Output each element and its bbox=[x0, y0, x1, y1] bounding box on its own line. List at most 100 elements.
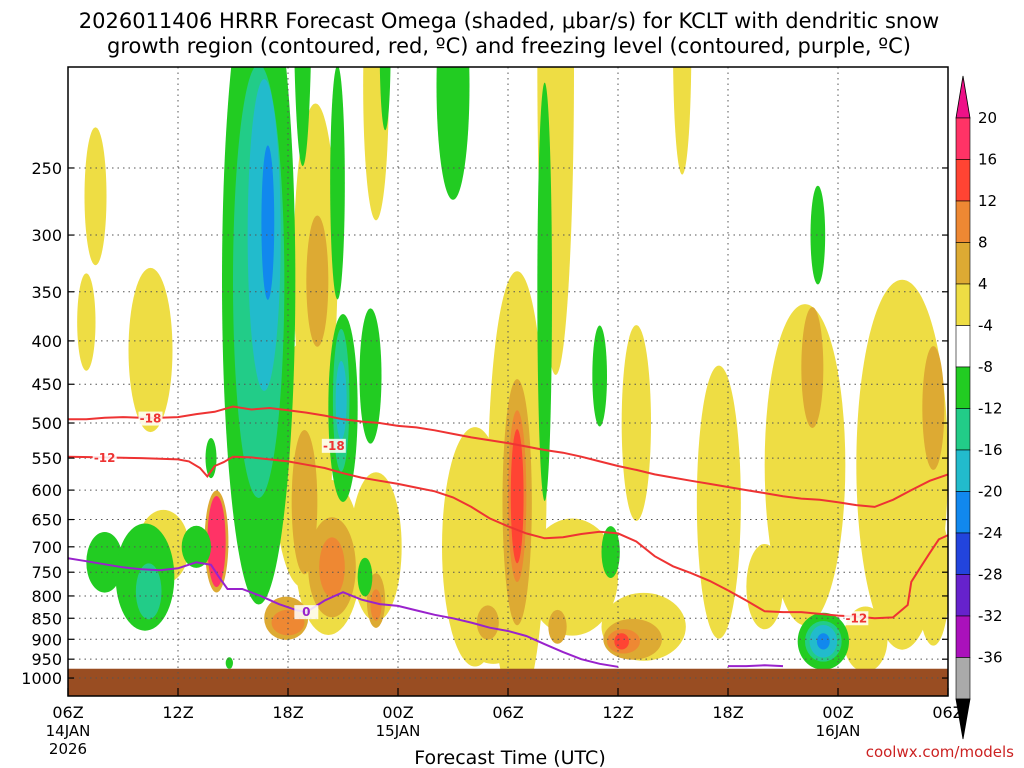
omega-region-32 bbox=[801, 307, 824, 428]
x-tick-label-24: 06Z bbox=[492, 703, 523, 722]
y-tick-label-450: 450 bbox=[31, 375, 62, 394]
colorbar-bin-0 bbox=[955, 117, 971, 160]
omega-region-61 bbox=[225, 657, 233, 669]
y-tick-label-300: 300 bbox=[31, 226, 62, 245]
colorbar-label-6: -8 bbox=[978, 358, 993, 376]
omega-region-2 bbox=[128, 267, 173, 433]
omega-region-35 bbox=[319, 537, 345, 598]
colorbar-bin-3 bbox=[955, 242, 971, 285]
omega-region-40 bbox=[510, 429, 524, 564]
x-tick-label-12: 18Z bbox=[272, 703, 303, 722]
dgz-bottom-label-bg-0 bbox=[92, 451, 117, 466]
omega-region-14 bbox=[764, 304, 846, 626]
omega-region-41 bbox=[614, 633, 630, 650]
omega-region-59 bbox=[357, 557, 373, 597]
colorbar-bin-4 bbox=[955, 283, 971, 326]
omega-region-39 bbox=[370, 589, 382, 621]
y-tick-label-800: 800 bbox=[31, 587, 62, 606]
omega-region-47 bbox=[294, 67, 311, 167]
colorbar-label-12: -32 bbox=[978, 607, 1003, 625]
y-tick-label-400: 400 bbox=[31, 332, 62, 351]
x-tick-label-0: 06Z bbox=[52, 703, 83, 722]
omega-region-43 bbox=[207, 495, 226, 588]
omega-region-70 bbox=[816, 633, 830, 650]
x-date-label-0: 14JAN bbox=[46, 722, 91, 740]
omega-region-10 bbox=[526, 518, 619, 636]
omega-region-55 bbox=[601, 526, 620, 578]
colorbar-label-11: -28 bbox=[978, 566, 1003, 584]
dgz-top-label-bg-0 bbox=[138, 411, 163, 426]
colorbar-label-7: -12 bbox=[978, 400, 1003, 418]
omega-region-34 bbox=[548, 609, 567, 644]
omega-region-51 bbox=[436, 67, 470, 200]
y-tick-label-700: 700 bbox=[31, 538, 62, 557]
omega-region-0 bbox=[84, 127, 107, 266]
omega-region-20 bbox=[673, 67, 692, 175]
freezing-level-segment bbox=[728, 664, 784, 668]
x-tick-label-48: 06Z bbox=[932, 703, 963, 722]
x-tick-label-6: 12Z bbox=[162, 703, 193, 722]
chart-title-line-1: 2026011406 HRRR Forecast Omega (shaded, … bbox=[79, 9, 939, 33]
y-tick-label-650: 650 bbox=[31, 511, 62, 530]
y-axis: 250 300 350 400 450 500 550 600 650 700 750 800 850 9… bbox=[21, 159, 948, 688]
x-tick-label-18: 00Z bbox=[382, 703, 413, 722]
omega-region-24 bbox=[306, 215, 329, 347]
colorbar-bin-8 bbox=[955, 449, 971, 492]
omega-region-13 bbox=[696, 365, 741, 639]
y-tick-label-950: 950 bbox=[31, 650, 62, 669]
y-tick-label-550: 550 bbox=[31, 449, 62, 468]
x-year-label-0: 2026 bbox=[49, 740, 87, 758]
colorbar-label-3: 8 bbox=[978, 234, 988, 252]
y-tick-label-750: 750 bbox=[31, 563, 62, 582]
omega-region-66 bbox=[335, 360, 347, 440]
omega-region-16 bbox=[916, 508, 948, 646]
x-tick-label-36: 18Z bbox=[712, 703, 743, 722]
colorbar-label-8: -16 bbox=[978, 441, 1003, 459]
omega-region-29 bbox=[476, 605, 499, 640]
colorbar-label-5: -4 bbox=[978, 317, 993, 335]
y-tick-label-350: 350 bbox=[31, 283, 62, 302]
omega-region-21 bbox=[746, 543, 784, 630]
contour-lines: -18 -18 -12 -12 0 bbox=[68, 405, 948, 668]
chart-title-line-2: growth region (contoured, red, ºC) and f… bbox=[107, 34, 911, 58]
x-tick-label-30: 12Z bbox=[602, 703, 633, 722]
colorbar-label-13: -36 bbox=[978, 649, 1003, 667]
colorbar-bin-10 bbox=[955, 532, 971, 575]
colorbar-bin-11 bbox=[955, 574, 971, 617]
colorbar-label-4: 4 bbox=[978, 275, 988, 293]
y-tick-label-850: 850 bbox=[31, 609, 62, 628]
dgz-top-label-0: -18 bbox=[140, 412, 162, 426]
dgz-bottom-label-0: -12 bbox=[94, 451, 116, 465]
omega-shading bbox=[77, 67, 948, 696]
omega-region-64 bbox=[261, 145, 275, 300]
omega-region-33 bbox=[922, 346, 945, 470]
colorbar-label-0: 20 bbox=[978, 109, 997, 127]
freezing-level-label-0: 0 bbox=[302, 605, 310, 619]
colorbar-bin-13 bbox=[955, 657, 971, 700]
dgz-top-label-bg-1 bbox=[321, 438, 346, 453]
x-axis-title: Forecast Time (UTC) bbox=[414, 747, 605, 768]
x-date-label-18: 15JAN bbox=[376, 722, 421, 740]
dgz-top-line bbox=[68, 405, 948, 508]
colorbar-bin-9 bbox=[955, 491, 971, 534]
colorbar-bin-5 bbox=[955, 325, 971, 368]
colorbar-top-arrow bbox=[955, 75, 971, 119]
y-tick-label-1000: 1000 bbox=[21, 669, 62, 688]
colorbar-bin-1 bbox=[955, 159, 971, 202]
omega-region-48 bbox=[330, 67, 345, 300]
dgz-bottom-label-1: -12 bbox=[845, 611, 867, 625]
omega-region-67 bbox=[135, 563, 162, 620]
colorbar-label-2: 12 bbox=[978, 192, 997, 210]
omega-region-50 bbox=[359, 308, 382, 444]
y-tick-label-250: 250 bbox=[31, 159, 62, 178]
omega-region-54 bbox=[592, 325, 608, 427]
colorbar-label-10: -24 bbox=[978, 524, 1003, 542]
colorbar-label-9: -20 bbox=[978, 483, 1003, 501]
y-tick-label-600: 600 bbox=[31, 481, 62, 500]
omega-region-1 bbox=[77, 273, 96, 371]
omega-region-53 bbox=[537, 82, 553, 501]
credit-text: coolwx.com/models bbox=[866, 743, 1014, 761]
colorbar-bin-6 bbox=[955, 366, 971, 409]
